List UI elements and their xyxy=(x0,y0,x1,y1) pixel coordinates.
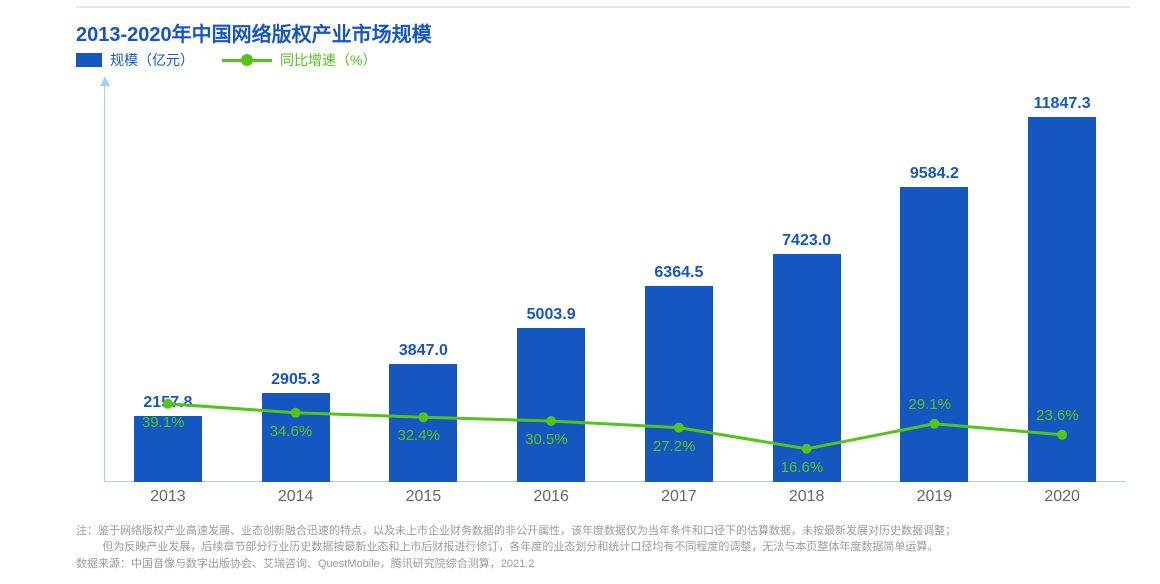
legend-bar-label: 规模（亿元） xyxy=(110,50,194,70)
line-marker xyxy=(418,412,428,422)
line-marker xyxy=(674,423,684,433)
legend-line-swatch xyxy=(222,59,272,62)
line-value-label: 23.6% xyxy=(1036,407,1079,424)
chart-title: 2013-2020年中国网络版权产业市场规模 xyxy=(76,18,432,47)
line-value-label: 16.6% xyxy=(781,459,824,476)
x-axis-label: 2015 xyxy=(360,488,488,506)
line-value-label: 39.1% xyxy=(142,414,185,431)
line-value-label: 30.5% xyxy=(525,431,568,448)
footnote-line-2: 但为反映产业发展，后续章节部分行业历史数据按最新业态和上市后财报进行修订，各年度… xyxy=(76,539,1130,556)
footnote-source: 数据来源：中国音像与数字出版协会、艾瑞咨询、QuestMobile，腾讯研究院综… xyxy=(76,556,1130,573)
line-marker xyxy=(802,444,812,454)
line-marker xyxy=(929,419,939,429)
chart-container: { "title":{"text":"2013-2020年中国网络版权产业市场规… xyxy=(0,0,1160,584)
line-value-label: 29.1% xyxy=(908,396,951,413)
x-axis-label: 2016 xyxy=(487,488,615,506)
footnotes: 注：鉴于网络版权产业高速发展、业态创新融合迅速的特点，以及未上市企业财务数据的非… xyxy=(76,523,1130,573)
line-value-label: 27.2% xyxy=(653,438,696,455)
footnote-line-1: 注：鉴于网络版权产业高速发展、业态创新融合迅速的特点，以及未上市企业财务数据的非… xyxy=(76,523,1130,540)
line-marker xyxy=(291,408,301,418)
line-value-label: 32.4% xyxy=(397,427,440,444)
line-marker xyxy=(163,399,173,409)
legend-item-bar: 规模（亿元） xyxy=(76,50,194,70)
top-rule xyxy=(76,6,1130,8)
plot-area: 2157.82905.33847.05003.96364.57423.09584… xyxy=(104,82,1126,482)
legend-item-line: 同比增速（%） xyxy=(222,50,376,70)
x-axis-label: 2020 xyxy=(998,488,1126,506)
line-value-label: 34.6% xyxy=(270,423,313,440)
chart-area: 2157.82905.33847.05003.96364.57423.09584… xyxy=(76,82,1126,512)
x-axis-label: 2014 xyxy=(232,488,360,506)
line-marker xyxy=(546,416,556,426)
legend-bar-swatch xyxy=(76,53,102,67)
x-axis-label: 2018 xyxy=(743,488,871,506)
x-axis-label: 2019 xyxy=(871,488,999,506)
legend: 规模（亿元） 同比增速（%） xyxy=(76,50,376,70)
line-marker xyxy=(1057,430,1067,440)
x-axis-label: 2017 xyxy=(615,488,743,506)
line-layer xyxy=(104,82,1126,482)
x-axis-label: 2013 xyxy=(104,488,232,506)
legend-line-label: 同比增速（%） xyxy=(280,50,376,70)
